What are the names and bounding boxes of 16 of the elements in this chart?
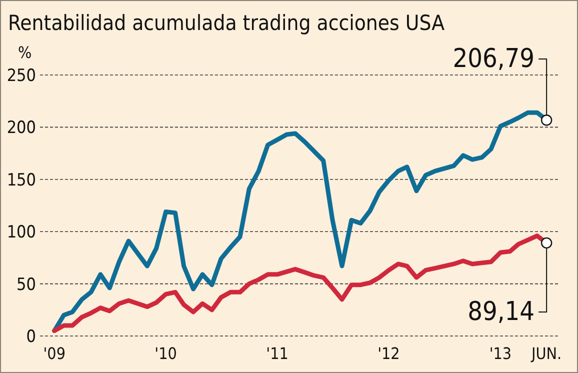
annotation: 206,79 (452, 44, 535, 74)
y-tick-label: 150 (6, 170, 36, 190)
x-tick-label: '11 (266, 344, 288, 363)
y-tick-label: 200 (6, 118, 36, 138)
annotation: 89,14 (468, 297, 535, 327)
x-tick-label: '10 (154, 344, 177, 363)
x-tick-label: '12 (378, 344, 400, 363)
y-tick-label: 100 (6, 222, 36, 243)
y-axis-title: % (18, 43, 32, 62)
chart-title: Rentabilidad acumulada trading acciones USA (8, 11, 445, 35)
y-tick-label: 50 (16, 274, 36, 295)
y-tick-label: 0 (26, 327, 36, 347)
y-tick-label: 250 (6, 66, 36, 86)
x-tick-label: JUN. (530, 344, 562, 363)
x-tick-label: '09 (43, 344, 66, 363)
x-tick-label: '13 (489, 344, 512, 363)
